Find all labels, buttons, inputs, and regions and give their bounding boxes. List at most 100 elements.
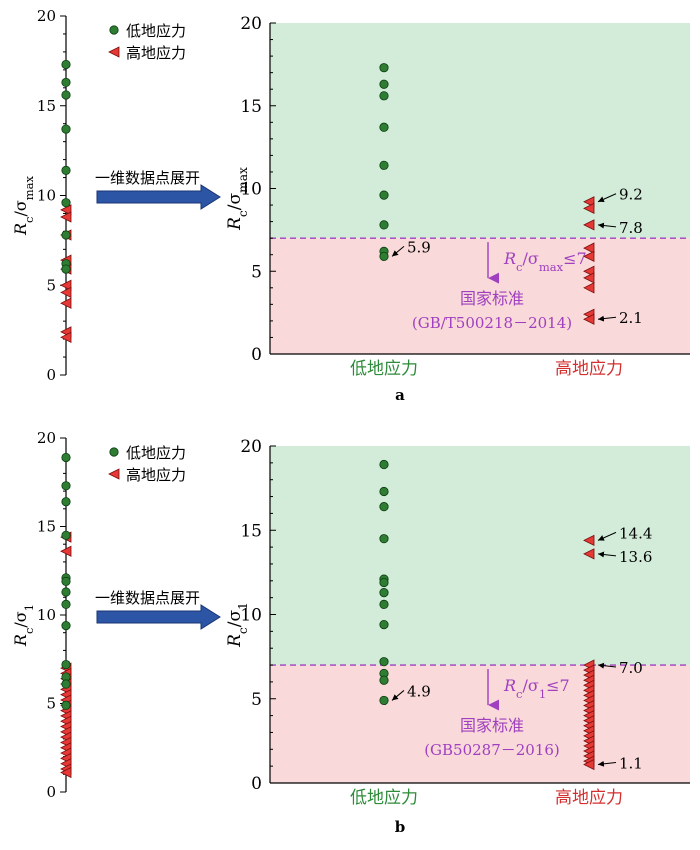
strip-low-point [61, 497, 71, 507]
risk-zone [270, 665, 690, 783]
strip-high-point [60, 545, 72, 557]
strip-plot: 0 5 10 15 20 Rc/σmax [11, 7, 72, 384]
high-stress-point [583, 313, 595, 325]
annotation-label: 14.4 [619, 524, 652, 542]
low-stress-point [379, 620, 389, 630]
annotation-arrow [391, 690, 405, 701]
annotation-label: 2.1 [619, 309, 643, 327]
safe-zone [270, 23, 690, 239]
low-stress-point [379, 220, 389, 230]
strip-high-point [60, 279, 72, 291]
strip-low-point [61, 77, 71, 88]
strip-tick-label: 10 [37, 187, 56, 205]
annotation-label: 7.8 [619, 219, 643, 237]
strip-low-point [61, 230, 71, 240]
strip-low-point [61, 621, 71, 631]
safe-zone [270, 446, 690, 666]
legend-low-marker [109, 447, 119, 457]
strip-low-point [61, 198, 71, 208]
threshold-label: Rc/σ1≤7 [503, 676, 570, 701]
annotation-arrow [597, 315, 617, 322]
low-stress-point [379, 534, 389, 544]
strip-low-point [61, 700, 71, 710]
annotation-arrow [597, 193, 617, 203]
strip-tick-label: 0 [46, 366, 56, 384]
expand-arrow-label: 一维数据点展开 [95, 169, 200, 187]
low-stress-point [379, 486, 389, 497]
strip-high-point [60, 331, 72, 343]
y-tick-label: 15 [240, 97, 262, 117]
low-stress-point [379, 599, 389, 609]
standard-code: (GB/T500218－2014) [412, 314, 572, 332]
y-tick-label: 5 [251, 690, 262, 710]
expand-arrow: 一维数据点展开 [95, 589, 221, 630]
strip-tick-label: 15 [37, 97, 56, 115]
strip-tick-label: 20 [37, 7, 56, 25]
strip-tick-label: 0 [46, 783, 56, 801]
y-tick-label: 10 [240, 180, 262, 200]
high-stress-point [583, 242, 595, 254]
strip-y-label: Rc/σ1 [11, 604, 36, 647]
low-stress-point [379, 63, 389, 73]
strip-tick-label: 10 [37, 606, 56, 624]
high-stress-point [583, 548, 595, 560]
annotation-arrow [597, 531, 617, 541]
high-stress-point [583, 282, 595, 294]
strip-low-point [61, 264, 71, 274]
strip-high-point [60, 286, 72, 299]
strip-high-point [60, 204, 72, 216]
legend-low-marker [109, 25, 119, 35]
strip-low-point [61, 659, 71, 670]
x-category-high: 高地应力 [555, 788, 623, 808]
panel-label: b [395, 818, 406, 836]
panel-label: a [395, 386, 405, 404]
expand-arrow: 一维数据点展开 [95, 169, 221, 210]
low-stress-point [379, 695, 389, 706]
annotation-label: 5.9 [407, 238, 431, 256]
legend-high-label: 高地应力 [126, 466, 186, 484]
legend-high-marker [108, 468, 120, 480]
strip-low-point [61, 124, 71, 134]
annotation-label: 7.0 [619, 659, 643, 677]
threshold-label: Rc/σmax≤7 [503, 249, 587, 274]
strip-plot: 0 5 10 15 20 Rc/σ1 [11, 429, 72, 801]
low-stress-point [379, 190, 389, 200]
annotation-arrow [391, 245, 405, 257]
high-stress-point [583, 202, 595, 215]
low-stress-point [379, 91, 389, 101]
annotation-arrow [597, 222, 617, 229]
y-tick-label: 15 [240, 521, 262, 541]
legend-low-label: 低地应力 [126, 22, 186, 40]
annotation-label: 4.9 [407, 682, 431, 700]
low-stress-point [379, 160, 389, 170]
annotation-arrow [597, 662, 617, 669]
annotation-label: 1.1 [619, 754, 643, 772]
main-chart: 0 5 10 15 20 Rc/σmax 低地应力 高地应力 5.9 9.2 7.8 2.1 Rc/σm… [225, 14, 690, 379]
strip-low-point [61, 530, 71, 540]
low-stress-point [379, 459, 389, 470]
annotation-arrow [597, 551, 617, 558]
strip-low-point [61, 90, 71, 100]
strip-high-point [60, 766, 72, 779]
low-stress-point [379, 675, 389, 685]
y-axis-label: Rc/σmax [225, 167, 250, 231]
strip-tick-label: 5 [46, 695, 56, 713]
annotation-label: 9.2 [619, 186, 643, 204]
y-tick-label: 20 [240, 437, 262, 457]
strip-tick-label: 20 [37, 429, 56, 447]
risk-zone [270, 238, 690, 354]
strip-high-point [60, 297, 72, 309]
expand-arrow-label: 一维数据点展开 [95, 589, 200, 607]
legend-high-marker [108, 46, 120, 58]
low-stress-point [379, 79, 389, 89]
high-stress-point [583, 272, 595, 284]
high-stress-point [583, 219, 595, 231]
strip-y-label: Rc/σmax [11, 175, 36, 236]
low-stress-point [379, 657, 389, 667]
low-stress-point [379, 122, 389, 132]
annotation-label: 13.6 [619, 548, 652, 566]
x-category-low: 低地应力 [350, 359, 418, 379]
expand-arrow-shape [96, 184, 221, 210]
